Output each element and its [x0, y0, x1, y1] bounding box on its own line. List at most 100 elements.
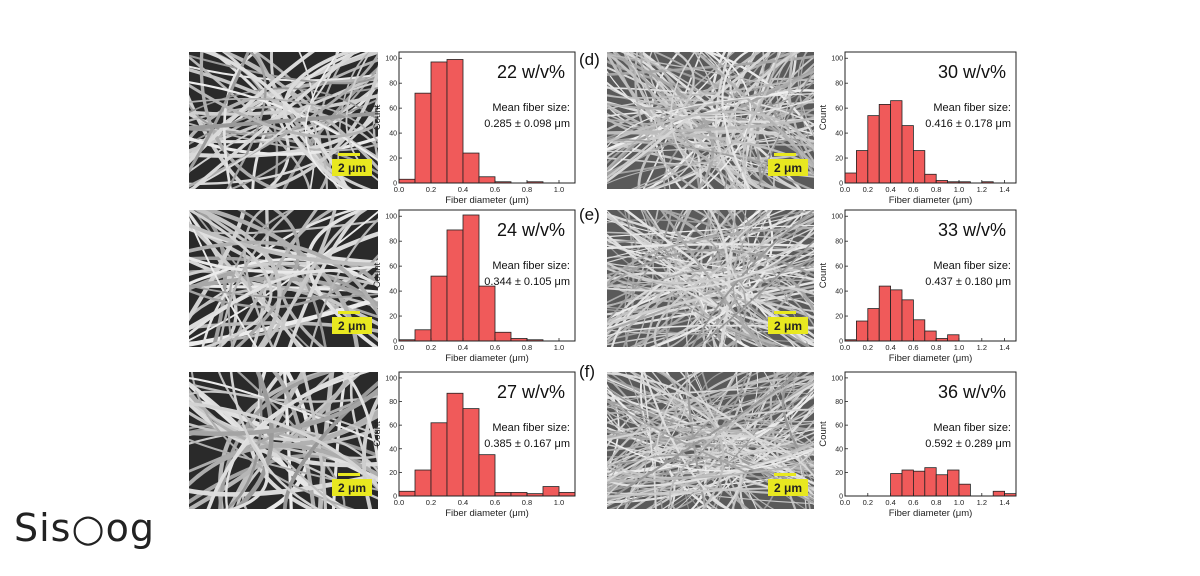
y-tick-label: 60 [835, 264, 843, 271]
histogram-5: 0.0 0.2 0.4 0.6 0.8 1.0 1.2 1.4 0 20 40 60 80 100 Fibe… [818, 209, 1017, 364]
histogram-bar [478, 176, 496, 184]
mean-fiber-label: Mean fiber size: [492, 102, 570, 114]
histogram-bar [414, 329, 432, 342]
y-tick-label: 100 [831, 56, 843, 63]
y-tick-label: 0 [393, 494, 397, 501]
y-tick-label: 40 [389, 131, 397, 138]
y-tick-label: 0 [839, 339, 843, 346]
histogram-bar [446, 59, 464, 184]
sem-image-2: 2 μm [189, 210, 378, 347]
y-tick-label: 0 [393, 181, 397, 188]
scale-bar-label-bg [768, 159, 808, 176]
sem-image-1: 2 μm [189, 52, 378, 189]
chart-title: 33 w/v% [938, 220, 1006, 240]
y-tick-label: 20 [835, 314, 843, 321]
y-tick-label: 100 [831, 375, 843, 382]
x-tick-label: 0.0 [840, 343, 850, 352]
x-tick-label: 0.4 [885, 498, 895, 507]
panel-letter-d: (d) [579, 50, 600, 69]
y-tick-label: 40 [835, 131, 843, 138]
y-tick-label: 40 [389, 446, 397, 453]
y-tick-label: 80 [389, 81, 397, 88]
x-tick-label: 0.2 [863, 185, 873, 194]
y-axis-label: Count [818, 104, 829, 130]
x-tick-label: 0.0 [394, 498, 404, 507]
histogram-bar [446, 392, 464, 497]
histogram-bar [924, 467, 937, 497]
mean-fiber-value: 0.592 ± 0.289 μm [925, 438, 1011, 450]
y-tick-label: 80 [389, 239, 397, 246]
histogram-bar [913, 150, 926, 184]
y-tick-label: 60 [835, 423, 843, 430]
histogram-bar [462, 152, 480, 184]
histogram-bar [398, 490, 416, 497]
histogram-bar [878, 285, 892, 342]
x-axis-label: Fiber diameter (μm) [889, 508, 973, 519]
x-tick-label: 0.6 [490, 343, 500, 352]
histogram-bar [430, 61, 448, 184]
histogram-bar [398, 178, 416, 184]
histogram-bar [935, 474, 949, 497]
scale-bar [774, 473, 796, 476]
histogram-bar [414, 469, 432, 497]
scale-bar [338, 153, 360, 156]
histogram-2: 0.0 0.2 0.4 0.6 0.8 1.0 0 20 40 60 80 100 Fiber diam… [372, 209, 576, 364]
histogram-bar [992, 490, 1006, 497]
x-tick-label: 0.8 [522, 498, 532, 507]
y-tick-label: 20 [835, 470, 843, 477]
x-tick-label: 1.2 [977, 185, 987, 194]
chart-title: 24 w/v% [497, 220, 565, 240]
sem-image-4: 2 μm [607, 52, 814, 189]
scale-bar [774, 311, 796, 314]
histogram-bar [913, 319, 926, 342]
y-axis-label: Count [818, 421, 829, 447]
y-axis-label: Count [372, 421, 383, 447]
x-tick-label: 0.6 [908, 185, 918, 194]
x-axis-label: Fiber diameter (μm) [445, 353, 529, 364]
histogram-bar [901, 469, 914, 497]
x-tick-label: 1.2 [977, 498, 987, 507]
mean-fiber-value: 0.437 ± 0.180 μm [925, 276, 1011, 288]
y-tick-label: 60 [389, 106, 397, 113]
histogram-bar [542, 486, 560, 497]
chart-title: 30 w/v% [938, 62, 1006, 82]
x-tick-label: 0.4 [458, 343, 468, 352]
y-tick-label: 60 [389, 264, 397, 271]
y-tick-label: 0 [839, 181, 843, 188]
x-tick-label: 0.4 [885, 185, 895, 194]
scale-bar-label: 2 μm [338, 161, 366, 175]
histogram-bar [478, 454, 496, 497]
x-tick-label: 1.0 [954, 498, 964, 507]
x-axis-label: Fiber diameter (μm) [445, 508, 529, 519]
x-tick-label: 0.2 [426, 185, 436, 194]
x-tick-label: 1.0 [554, 343, 564, 352]
scale-bar-label-bg [332, 317, 372, 334]
scale-bar-label: 2 μm [774, 161, 802, 175]
histogram-bar [947, 469, 960, 497]
histogram-bar [890, 100, 903, 184]
x-tick-label: 0.6 [490, 185, 500, 194]
watermark-logo: Sis○og [14, 506, 156, 550]
histogram-bar [867, 115, 880, 184]
plot-frame [398, 209, 576, 342]
mean-fiber-label: Mean fiber size: [933, 422, 1011, 434]
y-tick-label: 100 [831, 214, 843, 221]
scale-bar-label-bg [768, 479, 808, 496]
histogram-bar [947, 334, 960, 342]
scale-bar-label: 2 μm [774, 319, 802, 333]
histogram-4: 0.0 0.2 0.4 0.6 0.8 1.0 1.2 1.4 0 20 40 60 80 100 Fibe… [818, 51, 1017, 206]
y-tick-label: 20 [389, 470, 397, 477]
histogram-1: 0.0 0.2 0.4 0.6 0.8 1.0 0 20 40 60 80 100 Fiber diam… [372, 51, 576, 206]
plot-frame [398, 51, 576, 184]
scale-bar [338, 311, 360, 314]
histogram-bar [924, 173, 937, 184]
x-tick-label: 0.2 [426, 343, 436, 352]
scale-bar-label-bg [332, 159, 372, 176]
y-tick-label: 80 [835, 399, 843, 406]
x-tick-label: 0.2 [426, 498, 436, 507]
sem-image-6: 2 μm [607, 372, 814, 509]
histogram-bar [430, 422, 448, 497]
y-tick-label: 100 [385, 375, 397, 382]
